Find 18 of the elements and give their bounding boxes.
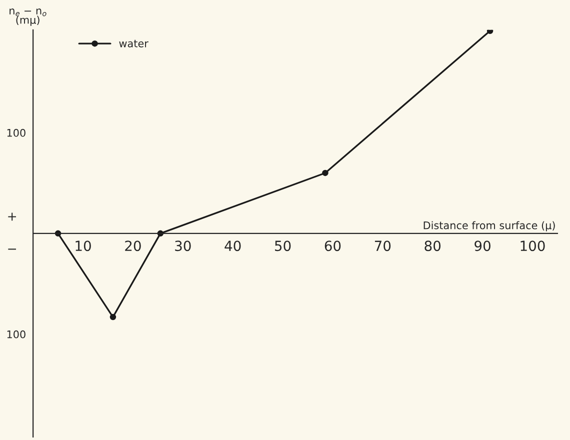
x-tick-label: 20	[125, 240, 141, 252]
x-tick-label: 100	[520, 240, 545, 252]
x-tick-label: 10	[76, 240, 91, 252]
x-axis-title: Distance from surface (μ)	[424, 221, 555, 232]
x-tick-label: 30	[175, 240, 191, 252]
x-tick-label: 60	[324, 240, 341, 252]
text: −	[8, 248, 16, 250]
x-tick-label: 80	[424, 240, 441, 252]
point	[322, 170, 328, 176]
point	[110, 314, 116, 320]
point	[486, 30, 494, 34]
x-tick-label: 40	[224, 240, 241, 252]
x-tick-label: 90	[474, 240, 490, 252]
y-axis-title: n$_{e}$ − n$_{o}$ (mμ)	[10, 8, 46, 26]
x-tick-label: 70	[374, 240, 391, 252]
legend-label: water	[119, 40, 148, 48]
text: +	[8, 212, 16, 221]
x-tick-label: 50	[275, 240, 291, 252]
